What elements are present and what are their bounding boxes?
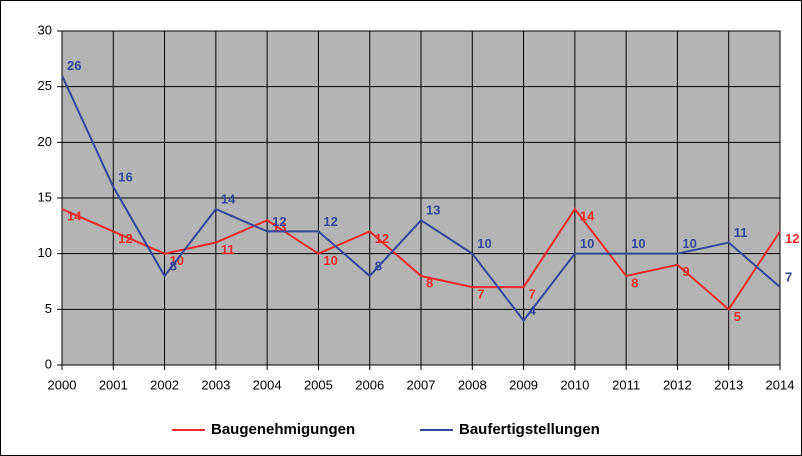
x-tick-label: 2007: [407, 377, 436, 392]
x-tick-label: 2000: [48, 377, 77, 392]
data-label: 8: [426, 275, 433, 290]
data-label: 11: [221, 242, 235, 257]
data-label: 11: [734, 225, 748, 240]
data-label: 26: [67, 58, 81, 73]
data-label: 4: [529, 303, 537, 318]
series-line: [61, 75, 781, 323]
data-label: 7: [785, 270, 792, 285]
data-label: 8: [375, 258, 382, 273]
x-tick-label: 2011: [612, 377, 640, 392]
x-tick-label: 2013: [714, 377, 743, 392]
data-label: 12: [375, 231, 389, 246]
data-label: 10: [631, 236, 645, 251]
x-tick-label: 2004: [253, 377, 282, 392]
y-tick-label: 0: [45, 356, 52, 371]
data-label: 14: [221, 192, 236, 207]
y-tick-label: 10: [38, 245, 52, 260]
legend-label: Baugenehmigungen: [211, 421, 355, 438]
data-label: 13: [426, 203, 440, 218]
x-tick-label: 2009: [509, 377, 538, 392]
data-label: 8: [631, 275, 638, 290]
y-tick-label: 15: [38, 189, 52, 204]
data-label: 12: [785, 231, 799, 246]
data-label: 12: [118, 231, 132, 246]
x-tick-label: 2014: [766, 377, 795, 392]
y-tick-label: 5: [45, 301, 52, 316]
data-label: 7: [477, 287, 484, 302]
data-label: 10: [323, 253, 337, 268]
data-label: 9: [682, 264, 689, 279]
y-tick-label: 20: [38, 134, 52, 149]
y-tick-label: 25: [38, 78, 52, 93]
x-tick-label: 2010: [560, 377, 589, 392]
x-tick-label: 2002: [150, 377, 179, 392]
data-label: 10: [477, 236, 491, 251]
data-label: 8: [170, 258, 177, 273]
data-label: 5: [734, 309, 741, 324]
x-tick-label: 2012: [663, 377, 692, 392]
data-label: 12: [272, 214, 286, 229]
data-label: 10: [580, 236, 594, 251]
legend-label: Baufertigstellungen: [459, 421, 600, 438]
x-tick-label: 2008: [458, 377, 487, 392]
data-label: 16: [118, 169, 132, 184]
x-tick-label: 2005: [304, 377, 333, 392]
series-line: [61, 207, 781, 311]
data-label: 14: [67, 209, 82, 224]
data-label: 10: [682, 236, 696, 251]
x-tick-label: 2001: [99, 377, 128, 392]
x-tick-label: 2003: [201, 377, 230, 392]
y-tick-label: 30: [38, 22, 52, 37]
data-label: 12: [323, 214, 337, 229]
x-tick-label: 2006: [355, 377, 384, 392]
data-label: 7: [529, 287, 536, 302]
data-label: 14: [580, 209, 595, 224]
